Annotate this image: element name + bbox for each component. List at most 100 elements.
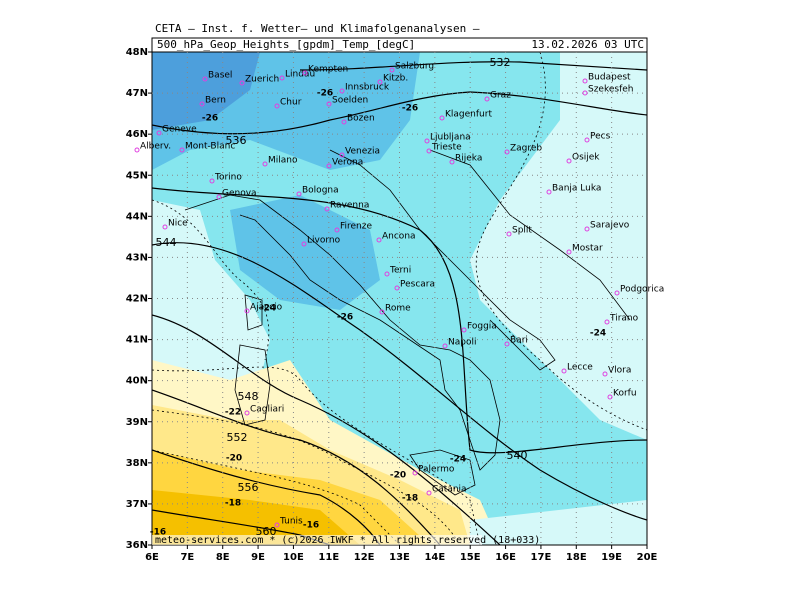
- height-contour-label: 552: [227, 431, 248, 444]
- latitude-label: 43N: [126, 252, 148, 263]
- place-label: Verona: [332, 158, 363, 168]
- latitude-label: 36N: [126, 540, 148, 551]
- place-marker: [377, 79, 383, 85]
- place-marker: [504, 341, 510, 347]
- place-marker: [339, 152, 345, 158]
- place-label: Cagliari: [250, 405, 284, 415]
- place-label: Venezia: [345, 147, 380, 157]
- place-marker: [582, 78, 588, 84]
- longitude-label: 14E: [424, 552, 445, 563]
- latitude-label: 38N: [126, 458, 148, 469]
- place-label: Innsbruck: [345, 83, 390, 93]
- place-label: Budapest: [588, 73, 631, 83]
- place-marker: [584, 137, 590, 143]
- place-label: Mostar: [572, 244, 603, 254]
- longitude-label: 18E: [566, 552, 587, 563]
- longitude-label: 6E: [145, 552, 159, 563]
- place-label: Ravenna: [330, 201, 369, 211]
- longitude-label: 9E: [251, 552, 265, 563]
- place-marker: [449, 159, 455, 165]
- place-marker: [566, 158, 572, 164]
- place-label: Vlora: [608, 366, 631, 376]
- latitude-label: 44N: [126, 211, 148, 222]
- header-product: 500_hPa_Geop_Heights_[gpdm]_Temp_[degC]: [157, 38, 415, 51]
- header-valid-time: 13.02.2026 03 UTC: [531, 38, 644, 51]
- place-marker: [324, 206, 330, 212]
- longitude-label: 8E: [216, 552, 230, 563]
- place-marker: [484, 96, 490, 102]
- place-marker: [614, 290, 620, 296]
- place-marker: [134, 147, 140, 153]
- place-marker: [162, 224, 168, 230]
- latitude-label: 45N: [126, 170, 148, 181]
- place-marker: [202, 76, 208, 82]
- place-marker: [244, 410, 250, 416]
- place-label: Lindau: [285, 70, 315, 80]
- place-label: Catania: [432, 485, 467, 495]
- place-marker: [389, 67, 395, 73]
- place-label: Tirano: [609, 314, 639, 324]
- place-label: Mont-Blanc: [185, 142, 235, 152]
- place-marker: [274, 103, 280, 109]
- height-contour-label: 548: [238, 390, 259, 403]
- place-label: Ljubljana: [430, 133, 471, 143]
- temperature-label: -18: [225, 499, 241, 509]
- longitude-label: 11E: [318, 552, 339, 563]
- place-label: Alberv.: [140, 142, 171, 152]
- place-marker: [326, 163, 332, 169]
- height-contour-label: 560: [256, 525, 277, 538]
- place-label: Genova: [222, 189, 257, 199]
- temperature-label: -18: [402, 494, 418, 504]
- place-label: Split: [512, 226, 532, 236]
- place-marker: [334, 227, 340, 233]
- temperature-label: -20: [226, 454, 242, 464]
- place-marker: [199, 101, 205, 107]
- place-label: Zagreb: [510, 144, 542, 154]
- height-contour-label: 536: [226, 134, 247, 147]
- place-label: Torino: [214, 173, 242, 183]
- latitude-label: 42N: [126, 294, 148, 305]
- place-label: Szekesfeh: [588, 85, 634, 95]
- temperature-label: -16: [150, 528, 166, 538]
- place-label: Bozen: [347, 114, 375, 124]
- place-label: Geneve: [162, 125, 197, 135]
- place-label: Rijeka: [455, 154, 482, 164]
- place-label: Bern: [205, 96, 226, 106]
- place-marker: [546, 189, 552, 195]
- latitude-label: 47N: [126, 88, 148, 99]
- place-marker: [326, 101, 332, 107]
- place-label: Kitzb.: [383, 74, 408, 84]
- place-marker: [424, 138, 430, 144]
- place-marker: [179, 147, 185, 153]
- place-marker: [582, 90, 588, 96]
- place-marker: [339, 88, 345, 94]
- place-label: Bari: [510, 336, 528, 346]
- height-contour-label: 556: [238, 481, 259, 494]
- latitude-label: 37N: [126, 499, 148, 510]
- place-label: Palermo: [418, 465, 455, 475]
- place-marker: [239, 80, 245, 86]
- place-marker: [506, 231, 512, 237]
- place-label: Foggia: [467, 322, 497, 332]
- latitude-label: 40N: [126, 376, 148, 387]
- place-label: Pecs: [590, 132, 611, 142]
- temperature-label: -26: [317, 89, 333, 99]
- place-label: Terni: [389, 266, 411, 276]
- place-label: Salzburg: [395, 62, 434, 72]
- place-marker: [566, 249, 572, 255]
- place-label: Korfu: [613, 389, 637, 399]
- place-marker: [244, 308, 250, 314]
- header-title: CETA — Inst. f. Wetter— und Klimafolgena…: [155, 22, 480, 35]
- latitude-label: 48N: [126, 47, 148, 58]
- place-marker: [262, 161, 268, 167]
- place-label: Chur: [280, 98, 302, 108]
- place-marker: [584, 226, 590, 232]
- place-label: Trieste: [431, 143, 462, 153]
- place-label: Graz: [490, 91, 511, 101]
- latitude-label: 46N: [126, 129, 148, 140]
- place-marker: [504, 149, 510, 155]
- place-label: Soelden: [332, 96, 368, 106]
- place-marker: [461, 327, 467, 333]
- place-label: Napoli: [448, 338, 476, 348]
- place-label: Kempten: [308, 65, 348, 75]
